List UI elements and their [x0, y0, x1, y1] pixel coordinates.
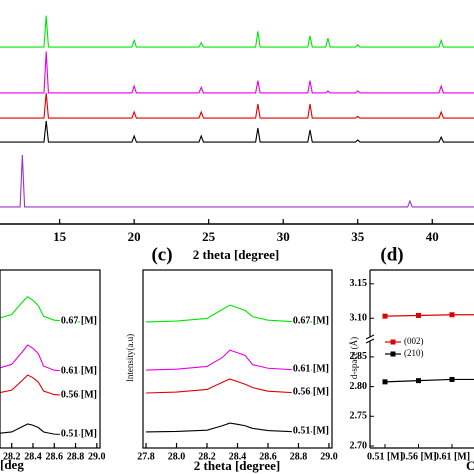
x-axis-label: 2 theta [degree] — [193, 247, 279, 262]
x-tick-label: 28.6 — [46, 451, 64, 462]
series-line — [0, 344, 97, 373]
y-tick-label: 2.75 — [350, 411, 368, 422]
y-tick-label: 2.80 — [350, 381, 368, 392]
x-axis-label: C — [466, 458, 474, 473]
series-line — [0, 374, 97, 397]
series-label: 0.61 [M] — [61, 365, 97, 376]
panel-label: (c) — [151, 244, 172, 265]
frame — [0, 269, 101, 449]
x-tick-label: 0.56 [M] — [400, 451, 436, 462]
y-tick-label: 2.85 — [350, 351, 368, 362]
x-tick-label: 29.0 — [320, 451, 338, 462]
x-tick-label: 30 — [277, 229, 290, 244]
series-line — [0, 423, 97, 436]
x-tick-label: 15 — [53, 229, 67, 244]
axis-break-gap — [366, 337, 374, 341]
x-tick-label: 35 — [351, 229, 365, 244]
series-label: 0.56 [M] — [293, 386, 329, 397]
series-line — [146, 378, 329, 394]
x-tick-label: 25 — [202, 229, 216, 244]
series-label: 0.67 [M] — [293, 315, 329, 326]
x-tick-label: 28.4 — [24, 451, 42, 462]
y-tick-label: 3.10 — [350, 313, 368, 324]
legend-label: (210) — [404, 348, 424, 358]
series-line — [0, 51, 474, 94]
x-axis-label: [deg — [0, 457, 24, 472]
series-line — [384, 378, 474, 383]
y-axis-label: d-space (Å) — [349, 337, 359, 379]
y-axis-label: Intensity(a.u) — [125, 334, 135, 382]
x-tick-label: 0.51 [M] — [367, 451, 403, 462]
series-label: 0.56 [M] — [61, 389, 97, 400]
series-line — [146, 304, 329, 323]
series-line — [146, 422, 329, 433]
axis-break — [365, 334, 375, 344]
series-line — [0, 154, 474, 208]
marker — [416, 378, 421, 384]
legend-marker — [390, 351, 396, 357]
x-tick-label: 28.4 — [229, 451, 247, 462]
legend-marker — [390, 339, 396, 345]
series-label: 0.61 [M] — [293, 363, 329, 374]
x-tick-label: 20 — [128, 229, 141, 244]
series-line — [0, 295, 97, 323]
x-tick-label: 28.6 — [259, 451, 277, 462]
series-line — [384, 314, 474, 317]
y-tick-label: 3.15 — [350, 278, 368, 289]
plot-area — [0, 15, 474, 208]
x-tick-label: 40 — [426, 229, 439, 244]
x-tick-label: 29.0 — [88, 451, 106, 462]
series-line — [0, 92, 474, 119]
y-tick-label: 2.70 — [350, 440, 368, 451]
marker — [382, 313, 388, 319]
marker — [382, 379, 388, 385]
series-label: 0.51 [M] — [61, 428, 97, 439]
x-tick-label: 0.61 [M] — [434, 451, 470, 462]
plot-area — [0, 295, 97, 436]
x-tick-label: 27.8 — [137, 451, 155, 462]
marker — [449, 312, 455, 318]
series-line — [0, 15, 474, 48]
plot-area — [146, 304, 329, 433]
x-tick-label: 28.8 — [67, 451, 85, 462]
x-tick-label: 28.0 — [168, 451, 186, 462]
x-tick-label: 28.2 — [198, 451, 216, 462]
series-label: 0.67 [M] — [61, 315, 97, 326]
x-tick-label: 28.2 — [3, 451, 21, 462]
marker — [416, 312, 421, 318]
x-axis-label: 2 theta [degree] — [194, 458, 280, 473]
marker — [449, 376, 455, 382]
series-line — [0, 120, 474, 143]
legend-label: (002) — [404, 336, 424, 346]
series-line — [146, 349, 329, 371]
frame — [142, 269, 333, 449]
series-label: 0.51 [M] — [293, 425, 329, 436]
panel-label: (d) — [380, 244, 403, 265]
x-tick-label: 28.8 — [290, 451, 308, 462]
